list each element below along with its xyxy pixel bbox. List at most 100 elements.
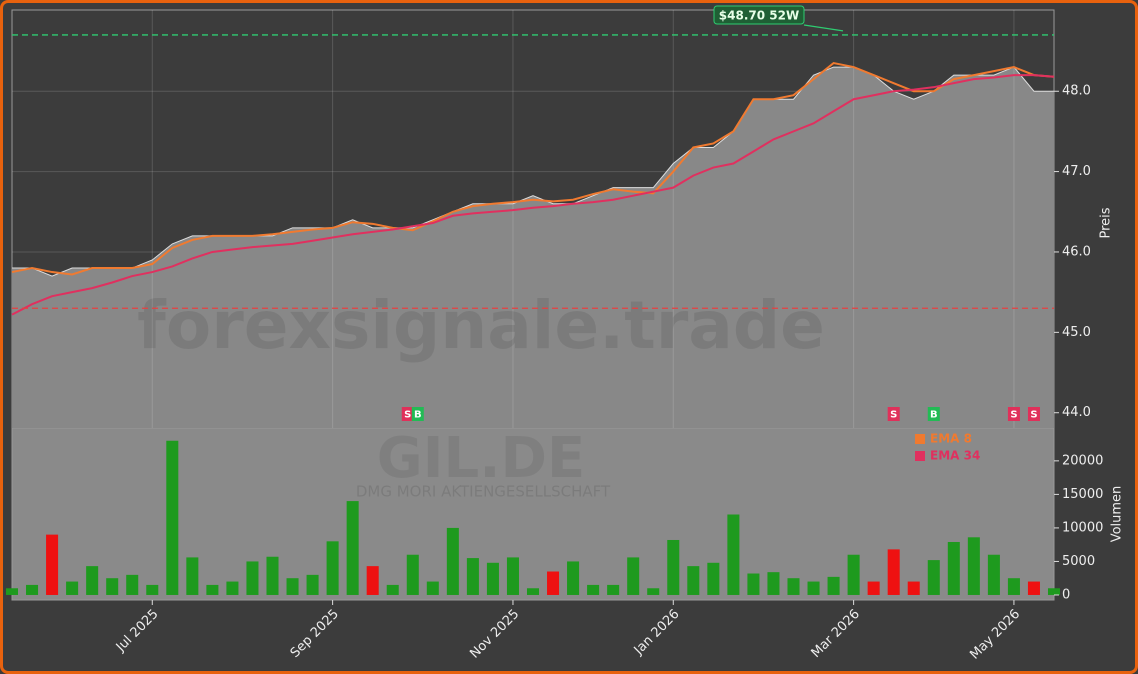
sell-marker	[1027, 407, 1040, 421]
volume-bar	[306, 574, 319, 595]
volume-bar	[386, 584, 399, 595]
volume-tick-label: 5000	[1062, 554, 1095, 569]
company-watermark: DMG MORI AKTIENGESELLSCHAFT	[356, 483, 611, 501]
volume-panel	[11, 427, 1055, 601]
volume-bar	[86, 566, 99, 595]
volume-bar	[627, 557, 640, 595]
buy-marker	[411, 407, 424, 421]
volume-bar	[647, 588, 660, 595]
volume-bar	[707, 562, 720, 595]
volume-tick-label: 15000	[1062, 487, 1103, 502]
volume-bar	[286, 578, 299, 595]
volume-bar	[486, 562, 499, 595]
chart: forexsignale.trade GIL.DE DMG MORI AKTIE…	[5, 5, 1125, 663]
y-tick-label: 46.0	[1062, 244, 1091, 259]
legend-label: EMA 34	[930, 449, 980, 463]
volume-bar	[5, 588, 19, 595]
sell-label: S	[1030, 410, 1037, 421]
volume-bar	[226, 581, 239, 595]
volume-bar	[266, 556, 279, 595]
x-tick-label: Jul 2025	[113, 607, 162, 656]
volume-bar	[907, 581, 920, 595]
volume-bar	[446, 527, 459, 595]
high-label-box	[713, 5, 805, 25]
high-label: $48.70 52W	[719, 9, 799, 23]
legend-label: EMA 8	[930, 432, 972, 446]
volume-bar	[847, 554, 860, 595]
volume-bar	[66, 581, 79, 595]
volume-bar	[867, 581, 880, 595]
volume-bar	[346, 501, 359, 595]
volume-bar	[807, 581, 820, 595]
legend-swatch	[915, 434, 925, 444]
volume-bar	[667, 539, 680, 595]
volume-tick-label: 0	[1062, 587, 1070, 602]
buy-marker	[927, 407, 940, 421]
price-layer	[12, 10, 1054, 429]
volume-bar	[246, 561, 259, 595]
sell-label: S	[404, 410, 411, 421]
volume-bar	[1047, 588, 1061, 595]
x-tick-label: Mar 2026	[809, 607, 863, 661]
y-tick-label: 44.0	[1062, 405, 1091, 420]
volume-bar	[787, 578, 800, 595]
volume-bar	[526, 588, 540, 595]
price-area	[12, 67, 1054, 429]
volume-tick-label: 20000	[1062, 453, 1103, 468]
volume-bar	[727, 514, 740, 595]
volume-bar	[987, 554, 1000, 595]
volume-bar	[506, 557, 519, 595]
watermark: forexsignale.trade	[137, 287, 825, 364]
volume-bar	[887, 549, 900, 595]
volume-bar	[607, 584, 620, 595]
sell-marker	[1007, 407, 1020, 421]
volume-bar	[827, 576, 840, 595]
volume-bar	[126, 574, 139, 595]
buy-label: B	[930, 410, 938, 421]
volume-bar	[106, 578, 119, 595]
volume-axis-label: Volumen	[1110, 486, 1125, 543]
x-tick-label: Nov 2025	[467, 607, 522, 662]
y-tick-label: 45.0	[1062, 325, 1091, 340]
volume-bar	[767, 572, 780, 595]
volume-bar	[967, 537, 980, 595]
ticker-watermark: GIL.DE	[377, 426, 586, 491]
high-arrow	[803, 24, 844, 32]
sell-marker	[887, 407, 900, 421]
volume-bar	[46, 534, 59, 595]
volume-bar	[406, 554, 419, 595]
x-tick-label: Sep 2025	[288, 607, 342, 661]
volume-bar	[146, 584, 159, 595]
price-line	[12, 66, 1054, 277]
volume-bar	[587, 584, 600, 595]
volume-bar	[1027, 581, 1040, 595]
x-tick-label: Jan 2026	[631, 607, 683, 659]
sell-marker	[401, 407, 414, 421]
sell-label: S	[890, 410, 897, 421]
legend-swatch	[915, 451, 925, 461]
ema-line	[11, 61, 1055, 276]
y-tick-label: 47.0	[1062, 164, 1091, 179]
x-tick-label: May 2026	[967, 607, 1023, 663]
volume-bar	[186, 557, 199, 595]
volume-bar	[1007, 578, 1020, 595]
buy-label: B	[414, 410, 422, 421]
volume-bar	[26, 584, 39, 595]
volume-bar	[166, 440, 179, 595]
y-axis-label: Preis	[1099, 207, 1114, 238]
volume-bar	[747, 573, 760, 595]
ema-line	[11, 74, 1055, 316]
volume-bar	[547, 571, 560, 595]
volume-tick-label: 10000	[1062, 520, 1103, 535]
y-tick-label: 48.0	[1062, 84, 1091, 99]
volume-bar	[927, 560, 940, 595]
volume-bar	[567, 561, 580, 595]
volume-bar	[947, 541, 960, 595]
volume-bar	[466, 558, 479, 595]
volume-bar	[206, 584, 219, 595]
sell-label: S	[1010, 410, 1017, 421]
volume-bar	[426, 581, 439, 595]
volume-bar	[687, 566, 700, 595]
volume-bar	[366, 566, 379, 595]
